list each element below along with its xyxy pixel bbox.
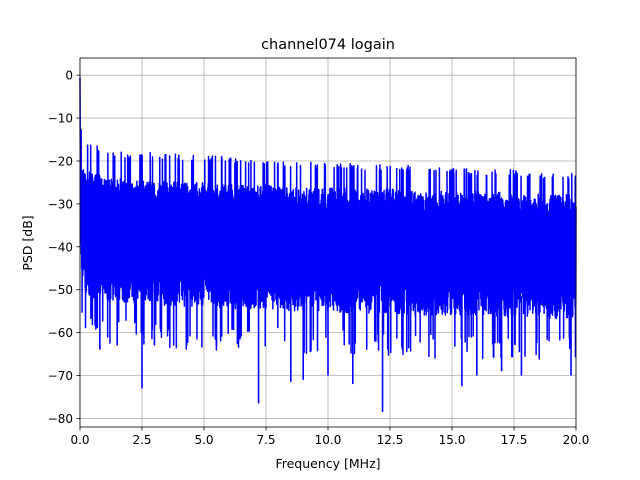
plot-series (79, 77, 577, 412)
x-axis-label: Frequency [MHz] (275, 456, 380, 471)
x-tick-label: 12.5 (377, 433, 404, 447)
x-tick-label: 17.5 (501, 433, 528, 447)
y-tick-label: −60 (48, 326, 73, 340)
x-tick-label: 10.0 (315, 433, 342, 447)
y-tick-label: −40 (48, 240, 73, 254)
y-tick-label: −20 (48, 154, 73, 168)
y-tick-label: 0 (65, 69, 73, 83)
axis-ticks: 0.0 2.5 5.0 7.5 10.0 12.5 15.0 17.5 20.0 0 −10 −20 −… (48, 69, 590, 447)
x-tick-label: 0.0 (70, 433, 89, 447)
chart-title: channel074 logain (261, 37, 395, 53)
y-tick-label: −80 (48, 412, 73, 426)
y-tick-label: −30 (48, 197, 73, 211)
x-tick-label: 20.0 (563, 433, 590, 447)
x-tick-label: 7.5 (256, 433, 275, 447)
psd-line (79, 77, 577, 360)
x-tick-label: 15.0 (439, 433, 466, 447)
y-tick-label: −10 (48, 112, 73, 126)
y-axis-label: PSD [dB] (20, 215, 35, 270)
y-tick-label: −70 (48, 369, 73, 383)
x-tick-label: 5.0 (194, 433, 213, 447)
y-tick-label: −50 (48, 283, 73, 297)
x-tick-label: 2.5 (132, 433, 151, 447)
